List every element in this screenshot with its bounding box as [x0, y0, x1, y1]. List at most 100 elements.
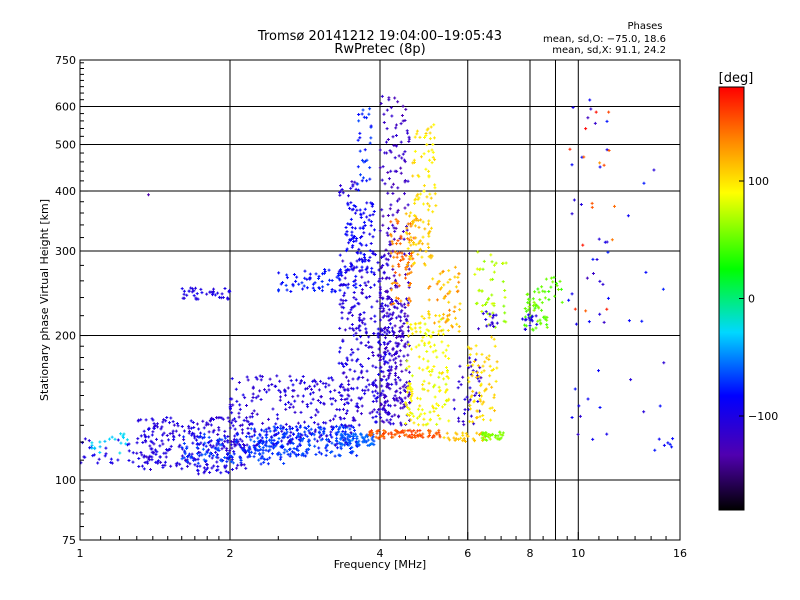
data-point	[340, 382, 344, 386]
data-point	[406, 429, 410, 433]
data-point	[431, 150, 435, 154]
data-point	[394, 123, 398, 127]
data-point	[210, 416, 214, 420]
data-point	[317, 431, 321, 435]
data-point	[462, 438, 466, 442]
data-point	[118, 451, 122, 455]
data-point	[365, 267, 369, 271]
data-point	[261, 446, 265, 450]
data-point	[434, 314, 438, 318]
data-point	[389, 418, 393, 422]
data-point	[231, 461, 235, 465]
data-point	[376, 327, 380, 331]
data-point	[393, 305, 397, 309]
data-point	[268, 438, 272, 442]
data-point	[427, 204, 431, 208]
data-point	[231, 424, 235, 428]
data-point	[348, 238, 352, 242]
data-point	[378, 148, 382, 152]
data-point	[409, 270, 413, 274]
data-point	[429, 373, 433, 377]
data-point	[369, 442, 373, 446]
data-point	[225, 460, 229, 464]
data-point	[390, 432, 394, 436]
data-point	[360, 288, 364, 292]
data-point	[388, 339, 392, 343]
data-point	[349, 217, 353, 221]
data-point	[90, 441, 94, 445]
data-point	[484, 431, 488, 435]
data-point	[395, 252, 399, 256]
data-point	[393, 433, 397, 437]
data-point	[501, 433, 505, 437]
data-point	[439, 329, 443, 333]
data-point	[376, 333, 380, 337]
data-point	[408, 396, 412, 400]
data-point	[174, 429, 178, 433]
data-point	[167, 447, 171, 451]
data-point	[352, 328, 356, 332]
data-point	[406, 387, 410, 391]
data-point	[471, 370, 475, 374]
data-point	[380, 310, 384, 314]
data-point	[356, 409, 360, 413]
y-tick-label: 500	[55, 139, 76, 152]
data-point	[467, 380, 471, 384]
data-point	[387, 276, 391, 280]
data-point	[350, 230, 354, 234]
data-point	[405, 321, 409, 325]
data-point	[410, 432, 414, 436]
data-point	[346, 317, 350, 321]
data-point	[381, 297, 385, 301]
data-point	[300, 437, 304, 441]
data-point	[284, 422, 288, 426]
data-point	[358, 284, 362, 288]
data-point	[480, 370, 484, 374]
data-point	[387, 432, 391, 436]
data-point	[382, 429, 386, 433]
data-point	[375, 420, 379, 424]
data-point	[161, 420, 165, 424]
data-point	[376, 354, 380, 358]
data-point	[240, 423, 244, 427]
data-point	[535, 303, 539, 307]
data-point	[396, 100, 400, 104]
data-point	[400, 333, 404, 337]
data-point	[359, 432, 363, 436]
data-point	[347, 379, 351, 383]
data-point	[96, 461, 100, 465]
data-point	[201, 419, 205, 423]
data-point	[498, 437, 502, 441]
data-point	[412, 214, 416, 218]
data-point	[438, 435, 442, 439]
data-point	[339, 437, 343, 441]
data-point	[121, 434, 125, 438]
data-point	[409, 436, 413, 440]
data-point	[406, 303, 410, 307]
data-point	[545, 325, 549, 329]
data-point	[338, 253, 342, 257]
data-point	[570, 415, 574, 419]
data-point	[405, 226, 409, 230]
data-point	[477, 394, 481, 397]
data-point	[230, 411, 234, 415]
data-point	[428, 418, 432, 422]
data-point	[259, 462, 263, 466]
data-point	[364, 243, 368, 247]
data-point	[471, 437, 475, 441]
data-point	[387, 318, 391, 322]
data-point	[214, 416, 218, 420]
data-point	[243, 396, 247, 400]
data-point	[189, 456, 193, 460]
data-point	[358, 324, 362, 328]
data-point	[527, 305, 531, 309]
data-point	[338, 288, 342, 292]
data-point	[501, 261, 505, 265]
data-point	[119, 432, 123, 436]
data-point	[288, 406, 292, 410]
data-point	[484, 387, 488, 391]
data-point	[263, 388, 267, 392]
data-point	[408, 254, 412, 258]
data-point	[493, 325, 497, 329]
data-point	[238, 424, 242, 428]
